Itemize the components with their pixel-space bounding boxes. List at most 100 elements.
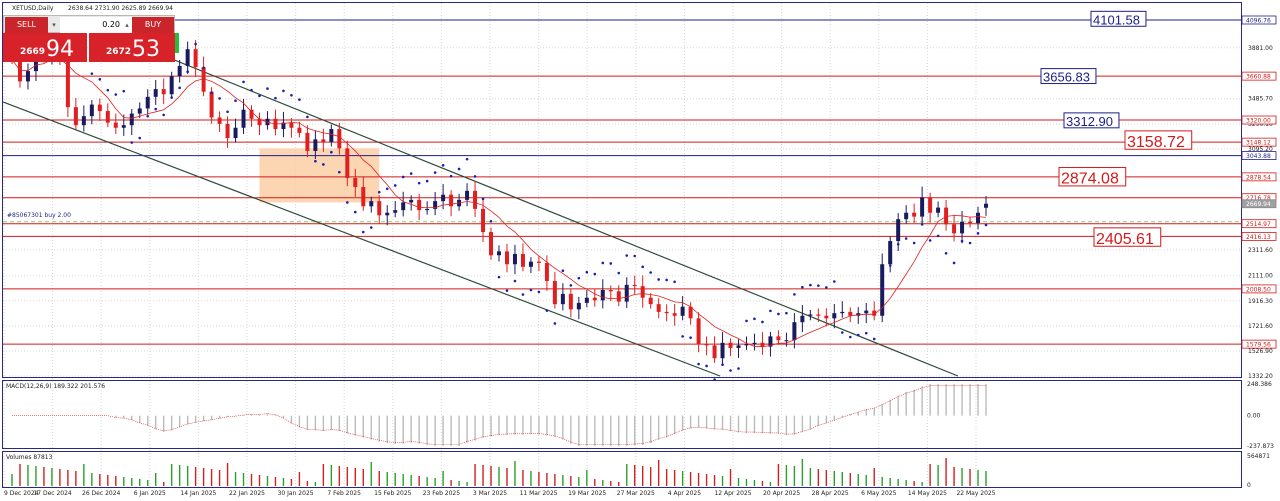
price-tick: 3485.70 (1248, 96, 1273, 103)
candle-body (473, 190, 478, 209)
sar-dot (601, 261, 605, 265)
sar-dot (322, 163, 325, 166)
sar-dot (298, 98, 301, 101)
sar-dot (330, 150, 333, 154)
sar-dot (649, 271, 652, 274)
candle-body (736, 345, 741, 348)
volume-up-icon[interactable]: ▴ (125, 21, 129, 29)
sar-dot (234, 99, 237, 103)
volume-input[interactable]: 0.20 (60, 17, 133, 33)
sar-dot (481, 197, 485, 201)
sar-dot (777, 312, 780, 316)
sar-dot (258, 94, 261, 98)
candle-body (656, 304, 661, 312)
order-label: #85067301 buy 2.00 (7, 212, 71, 219)
candle-body (353, 177, 358, 187)
price-tag (1241, 339, 1277, 349)
zone-rect (259, 148, 380, 203)
candle-body (113, 122, 118, 128)
one-click-trading-panel: SELL ▾ 0.20 ▴ BUY 2669 94 2672 53 (3, 15, 179, 62)
candle-body (800, 315, 805, 323)
price-tag-label: 3320.00 (1246, 118, 1271, 125)
sar-dot (218, 97, 221, 100)
volume-bars: 564871 0 (11, 453, 1270, 489)
sar-dot (689, 336, 692, 339)
sar-dot (960, 239, 964, 243)
candle-body (512, 253, 517, 265)
candle-body (600, 290, 605, 301)
candle-body (960, 221, 965, 234)
level-label-box (1093, 227, 1162, 247)
candle-body (664, 311, 669, 314)
candle-body (544, 262, 549, 281)
sar-dot (904, 237, 908, 240)
level-label: 3656.83 (1043, 70, 1090, 85)
candle-body (888, 241, 893, 265)
candle-body (465, 190, 470, 200)
candle-body (393, 210, 398, 213)
candle-body (704, 344, 709, 346)
sar-dot (401, 175, 405, 179)
candle-body (441, 194, 446, 202)
candle-body (305, 132, 310, 151)
candle-body (225, 123, 230, 139)
candle-body (409, 199, 414, 203)
level-label-box (1040, 68, 1097, 85)
sar-dot (106, 88, 110, 92)
sar-dot (545, 309, 549, 312)
candle-body (824, 315, 829, 319)
sar-dot (290, 94, 293, 97)
level-label: 3158.72 (1127, 134, 1185, 151)
sell-button[interactable]: SELL (5, 17, 48, 33)
candle-body (289, 122, 294, 128)
sar-dot (274, 96, 277, 100)
price-tag (1241, 232, 1277, 241)
candle-body (848, 311, 853, 316)
sell-price[interactable]: 2669 94 (3, 33, 87, 62)
sar-dot (976, 232, 980, 235)
sar-dot (130, 141, 134, 144)
price-tag (1241, 219, 1277, 229)
date-tick: 17 Dec 2024 (33, 490, 72, 497)
candle-body (624, 284, 629, 302)
candle-body (864, 310, 869, 314)
sar-dot (178, 86, 181, 90)
price-tick: 3881.00 (1248, 45, 1273, 52)
candle-body (385, 212, 390, 216)
sar-dot (338, 170, 341, 174)
price-tick: 1721.60 (1248, 323, 1273, 330)
sar-dot (745, 319, 748, 323)
volume-down-icon[interactable]: ▾ (52, 21, 56, 29)
sar-dot (242, 80, 245, 84)
candle-body (648, 297, 653, 305)
buy-button[interactable]: BUY (132, 17, 174, 33)
sar-dot (593, 272, 597, 276)
sar-dot (697, 362, 700, 366)
price-tag (1241, 199, 1277, 209)
sar-dot (633, 254, 637, 258)
candle-body (712, 345, 717, 359)
volume-tick: 564871 (1247, 453, 1270, 460)
date-tick: 7 Feb 2025 (327, 490, 361, 497)
buy-price[interactable]: 2672 53 (89, 33, 175, 62)
sar-dot (186, 70, 189, 74)
candle-body (536, 261, 541, 263)
candle-body (297, 127, 302, 133)
candle-body (528, 261, 533, 267)
sar-dot (170, 96, 173, 99)
level-label-box (1058, 167, 1127, 187)
candle-body (217, 117, 222, 124)
price-tag-label: 3148.12 (1246, 140, 1271, 147)
sar-dot (753, 317, 756, 321)
sar-dot (457, 167, 461, 171)
sar-dot (928, 239, 932, 242)
candle-body (880, 264, 885, 316)
moving-average (11, 58, 987, 348)
price-tag-label: 2716.78 (1246, 195, 1271, 202)
sar-dot (393, 184, 397, 187)
sar-dot (625, 254, 629, 257)
sar-dot (665, 278, 668, 282)
volume-label: Volumes 87813 (6, 454, 53, 461)
candle-body (680, 306, 685, 316)
